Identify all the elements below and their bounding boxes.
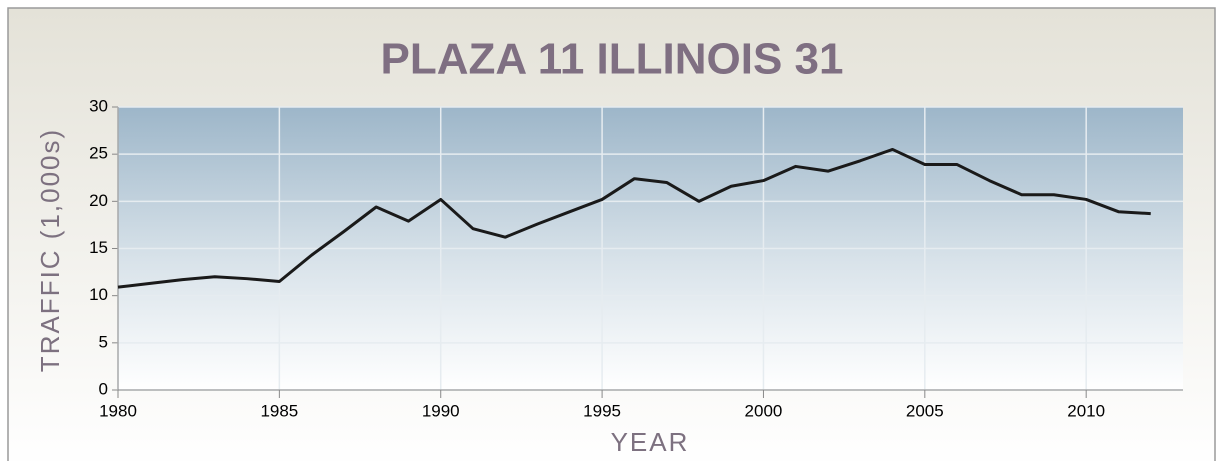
x-tick-label: 1985 xyxy=(260,401,298,420)
y-tick-label: 0 xyxy=(99,379,108,398)
y-tick-label: 30 xyxy=(89,96,108,115)
x-tick-label: 1995 xyxy=(583,401,621,420)
y-tick-label: 15 xyxy=(89,238,108,257)
x-axis-label: YEAR xyxy=(611,427,690,457)
line-series xyxy=(117,147,1151,289)
y-tick-label: 20 xyxy=(89,191,108,210)
x-tick-label: 1980 xyxy=(99,401,137,420)
y-tick-label: 25 xyxy=(89,144,108,163)
y-tick-label: 10 xyxy=(89,285,108,304)
x-tick-label: 2010 xyxy=(1067,401,1105,420)
x-tick-label: 1990 xyxy=(422,401,460,420)
y-axis-label: TRAFFIC (1,000s) xyxy=(35,128,65,372)
x-tick-label: 2005 xyxy=(906,401,944,420)
x-tick-label: 2000 xyxy=(745,401,783,420)
chart-title: PLAZA 11 ILLINOIS 31 xyxy=(381,35,844,84)
y-tick-label: 5 xyxy=(99,332,108,351)
